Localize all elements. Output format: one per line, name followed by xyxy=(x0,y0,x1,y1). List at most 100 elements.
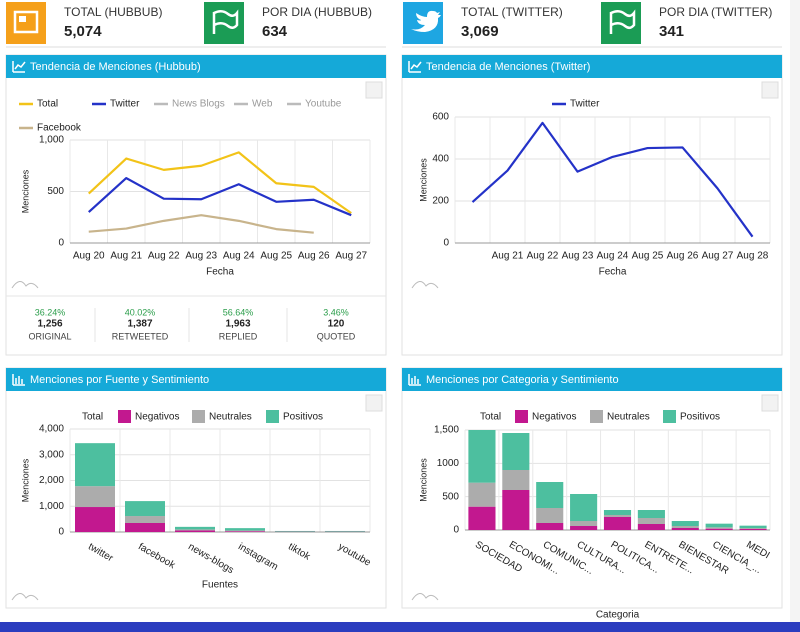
stat-value: 3,069 xyxy=(461,23,499,40)
export-button[interactable] xyxy=(365,81,383,99)
bar-segment xyxy=(570,494,598,521)
export-button[interactable] xyxy=(365,394,383,412)
y-tick-label: 4,000 xyxy=(39,424,64,435)
legend-label: Facebook xyxy=(37,123,82,134)
header-icon xyxy=(408,374,421,386)
y-tick-label: 400 xyxy=(432,154,449,165)
bar-segment xyxy=(603,510,632,515)
legend-swatch xyxy=(192,410,205,423)
watermark xyxy=(11,281,39,289)
export-button[interactable] xyxy=(761,394,779,412)
bar-segment xyxy=(705,527,733,529)
y-axis-label: Menciones xyxy=(20,169,30,213)
metric-label: QUOTED xyxy=(317,331,356,341)
header-icon xyxy=(408,61,422,73)
bar-segment xyxy=(75,507,115,532)
metric-percent: 40.02% xyxy=(125,307,156,317)
y-tick-label: 0 xyxy=(58,527,64,538)
bar-segment xyxy=(671,528,699,530)
bar-segment xyxy=(225,528,265,531)
export-button[interactable] xyxy=(761,81,779,99)
legend-label: Twitter xyxy=(570,99,600,110)
legend-label: Web xyxy=(252,99,273,110)
y-tick-label: 2,000 xyxy=(39,475,64,486)
stat-label: POR DIA (HUBBUB) xyxy=(262,5,372,19)
stat-value: 5,074 xyxy=(64,23,102,40)
footer-bar xyxy=(0,622,800,632)
y-axis-label: Menciones xyxy=(418,458,428,502)
y-tick-label: 0 xyxy=(453,525,459,536)
x-tick-label: Aug 26 xyxy=(667,251,699,262)
line-series xyxy=(471,121,754,238)
y-axis-label: Menciones xyxy=(418,158,428,202)
metric-percent: 56.64% xyxy=(223,307,254,317)
bar-segment xyxy=(468,506,496,530)
x-tick-label: Aug 21 xyxy=(110,251,142,262)
legend-label: Youtube xyxy=(305,99,342,110)
header-icon xyxy=(12,374,25,386)
bar-segment xyxy=(570,521,598,526)
legend-label: Negativos xyxy=(135,412,179,423)
y-tick-label: 0 xyxy=(58,238,64,249)
bar-segment xyxy=(739,529,767,530)
scrollbar xyxy=(790,0,800,622)
metric-count: 1,387 xyxy=(127,319,152,330)
legend-label: Neutrales xyxy=(209,412,252,423)
panel-title: Menciones por Categoria y Sentimiento xyxy=(426,374,619,386)
bar-segment xyxy=(502,490,530,530)
x-tick-label: Aug 28 xyxy=(737,251,769,262)
watermark xyxy=(11,593,39,601)
x-tick-label: Aug 27 xyxy=(335,251,367,262)
panel-header xyxy=(402,368,782,391)
line-series xyxy=(88,177,352,217)
bar-segment xyxy=(125,516,165,523)
legend-label: Total xyxy=(37,99,58,110)
line-series xyxy=(88,214,314,234)
legend-swatch xyxy=(118,410,131,423)
metric-count: 1,256 xyxy=(37,319,62,330)
bar-segment xyxy=(603,517,632,530)
bar-segment xyxy=(637,518,665,524)
bar-segment xyxy=(536,482,564,508)
bar-segment xyxy=(739,528,767,529)
x-tick-label: Aug 21 xyxy=(492,251,524,262)
legend-label: News Blogs xyxy=(172,99,225,110)
icon-news xyxy=(6,2,46,44)
bar-segment xyxy=(502,470,530,490)
bar-segment xyxy=(125,522,165,532)
bar-segment xyxy=(468,482,496,507)
panel xyxy=(5,367,387,609)
panel-header xyxy=(6,55,386,78)
legend-swatch xyxy=(663,410,676,423)
bar-segment xyxy=(637,510,665,518)
icon-glyph xyxy=(212,9,239,34)
x-axis-label: Categoria xyxy=(596,610,640,621)
bar-segment xyxy=(75,486,115,508)
metric-count: 1,963 xyxy=(225,319,250,330)
legend-label: Neutrales xyxy=(607,412,650,423)
metric-percent: 3.46% xyxy=(323,307,349,317)
bar-segment xyxy=(325,530,365,532)
y-tick-label: 500 xyxy=(442,491,459,502)
bar-segment xyxy=(739,525,767,528)
x-tick-label: Aug 24 xyxy=(223,251,255,262)
bar-segment xyxy=(175,529,215,531)
icon-glyph xyxy=(411,10,441,32)
stat-label: POR DIA (TWITTER) xyxy=(659,5,772,19)
y-tick-label: 600 xyxy=(432,112,449,123)
legend-swatch xyxy=(266,410,279,423)
bar-segment xyxy=(536,508,564,523)
panel-title: Menciones por Fuente y Sentimiento xyxy=(30,374,209,386)
header-icon xyxy=(12,61,26,73)
legend-label: Total xyxy=(82,412,103,423)
bar-segment xyxy=(275,530,315,532)
bar-segment xyxy=(570,526,598,530)
x-axis-label: Fecha xyxy=(599,267,627,278)
legend-label: Total xyxy=(480,412,501,423)
panel-title: Tendencia de Menciones (Hubbub) xyxy=(30,61,201,73)
watermark xyxy=(411,281,439,289)
bar-segment xyxy=(603,515,632,517)
x-axis-label: Fecha xyxy=(206,267,234,278)
